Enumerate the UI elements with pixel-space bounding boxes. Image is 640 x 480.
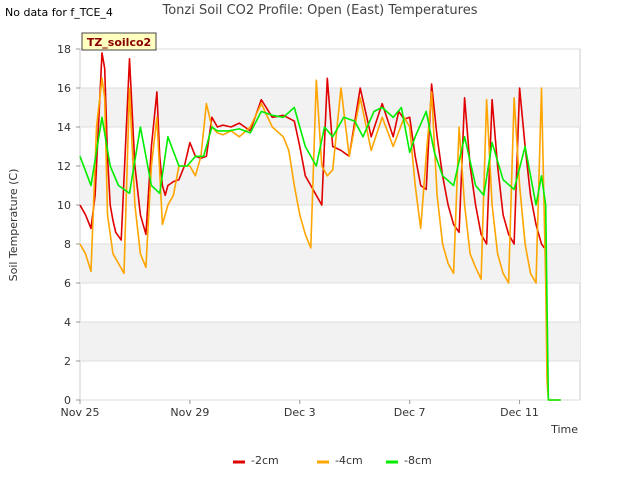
annotation-box xyxy=(81,32,157,51)
y-tick-label: 18 xyxy=(57,43,71,56)
legend-label: -4cm xyxy=(335,454,363,467)
x-tick-label: Nov 29 xyxy=(170,406,209,419)
chart-title: Tonzi Soil CO2 Profile: Open (East) Temp… xyxy=(162,3,478,18)
y-tick-label: 14 xyxy=(57,121,71,134)
legend-label: -2cm xyxy=(251,454,279,467)
y-tick-label: 12 xyxy=(57,160,71,173)
y-tick-label: 2 xyxy=(64,355,71,368)
y-tick-label: 0 xyxy=(64,394,71,407)
x-axis-label: Time xyxy=(550,423,578,436)
y-axis-label: Soil Temperature (C) xyxy=(7,169,20,282)
y-tick-label: 6 xyxy=(64,277,71,290)
x-tick-label: Dec 11 xyxy=(500,406,539,419)
x-tick-label: Dec 3 xyxy=(284,406,316,419)
y-tick-label: 16 xyxy=(57,82,71,95)
series-line-4cm xyxy=(79,77,561,401)
x-tick-label: Nov 25 xyxy=(61,406,100,419)
y-tick-label: 10 xyxy=(57,199,71,212)
y-tick-label: 4 xyxy=(64,316,71,329)
series-line-8cm xyxy=(79,106,561,401)
legend-label: -8cm xyxy=(404,454,432,467)
x-tick-label: Dec 7 xyxy=(394,406,426,419)
series-line-2cm xyxy=(79,52,545,249)
y-tick-label: 8 xyxy=(64,238,71,251)
no-data-message: No data for f_TCE_4 xyxy=(5,6,113,19)
grid-band xyxy=(80,322,580,361)
annotation-label: TZ_soilco2 xyxy=(87,36,151,49)
